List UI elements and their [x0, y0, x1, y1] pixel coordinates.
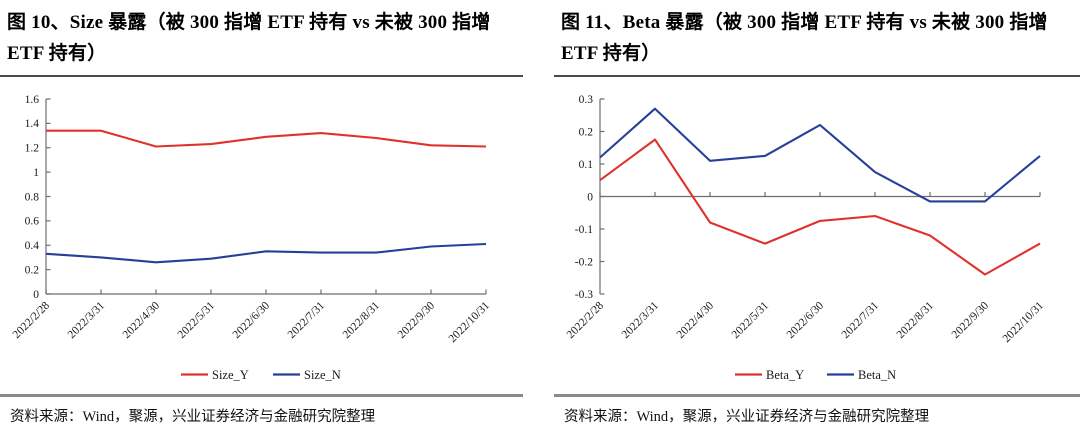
beta-line-chart: -0.3 -0.2 -0.1 0 0.1 0.2 0.3 2022/2/28 2022/3/31…: [565, 94, 1047, 382]
svg-text:0.1: 0.1: [579, 159, 594, 171]
svg-text:2022/6/30: 2022/6/30: [231, 299, 273, 341]
svg-text:2022/2/28: 2022/2/28: [565, 299, 607, 341]
figure-10-title: 图 10、Size 暴露（被 300 指增 ETF 持有 vs 未被 300 指…: [7, 12, 491, 64]
svg-text:0: 0: [587, 191, 593, 203]
svg-text:1.6: 1.6: [25, 94, 40, 106]
source-note: 资料来源：Wind，聚源，兴业证券经济与金融研究院整理: [564, 409, 930, 425]
svg-text:2022/3/31: 2022/3/31: [66, 299, 108, 341]
svg-text:0.3: 0.3: [579, 94, 594, 106]
svg-text:-0.3: -0.3: [575, 289, 593, 301]
size-line-chart: 0 0.2 0.4 0.6 0.8 1 1.2 1.4 1.6 2022/2/28 2022/3/3…: [11, 94, 493, 382]
svg-text:Size_Y: Size_Y: [212, 368, 249, 382]
svg-text:-0.2: -0.2: [575, 256, 593, 268]
svg-text:1: 1: [33, 167, 39, 179]
svg-text:2022/8/31: 2022/8/31: [341, 299, 383, 341]
svg-text:Size_N: Size_N: [304, 368, 341, 382]
beta-chart-area: -0.3 -0.2 -0.1 0 0.1 0.2 0.3 2022/2/28 2022/3/31…: [554, 87, 1080, 392]
svg-text:2022/5/31: 2022/5/31: [176, 299, 218, 341]
source-note: 资料来源：Wind，聚源，兴业证券经济与金融研究院整理: [10, 409, 376, 425]
svg-text:0: 0: [33, 289, 39, 301]
svg-text:2022/5/31: 2022/5/31: [730, 299, 772, 341]
svg-text:1.2: 1.2: [25, 143, 40, 155]
size-chart-area: 0 0.2 0.4 0.6 0.8 1 1.2 1.4 1.6 2022/2/28 2022/3/3…: [0, 87, 523, 392]
svg-text:2022/6/30: 2022/6/30: [785, 299, 827, 341]
svg-text:2022/4/30: 2022/4/30: [121, 299, 163, 341]
title-divider: [554, 75, 1080, 77]
svg-text:0.2: 0.2: [579, 126, 594, 138]
svg-text:2022/7/31: 2022/7/31: [840, 299, 882, 341]
panel-beta-exposure: 图 11、Beta 暴露（被 300 指增 ETF 持有 vs 未被 300 指…: [554, 5, 1080, 426]
svg-text:2022/9/30: 2022/9/30: [950, 299, 992, 341]
svg-text:2022/7/31: 2022/7/31: [286, 299, 328, 341]
panel-size-exposure: 图 10、Size 暴露（被 300 指增 ETF 持有 vs 未被 300 指…: [0, 5, 523, 426]
svg-text:2022/9/30: 2022/9/30: [396, 299, 438, 341]
svg-text:Beta_Y: Beta_Y: [766, 368, 804, 382]
svg-text:0.6: 0.6: [25, 216, 40, 228]
svg-text:Beta_N: Beta_N: [858, 368, 896, 382]
svg-text:2022/3/31: 2022/3/31: [620, 299, 662, 341]
svg-text:-0.1: -0.1: [575, 224, 593, 236]
figure-11-title: 图 11、Beta 暴露（被 300 指增 ETF 持有 vs 未被 300 指…: [561, 12, 1048, 64]
title-divider: [0, 75, 523, 77]
svg-text:2022/2/28: 2022/2/28: [11, 299, 53, 341]
svg-text:0.8: 0.8: [25, 191, 40, 203]
svg-text:2022/10/31: 2022/10/31: [447, 299, 493, 345]
svg-text:2022/10/31: 2022/10/31: [1001, 299, 1047, 345]
svg-text:0.2: 0.2: [25, 264, 40, 276]
svg-text:2022/4/30: 2022/4/30: [675, 299, 717, 341]
svg-text:1.4: 1.4: [25, 118, 40, 130]
svg-text:0.4: 0.4: [25, 240, 40, 252]
svg-text:2022/8/31: 2022/8/31: [895, 299, 937, 341]
footer-divider: [554, 394, 1080, 397]
footer-divider: [0, 394, 523, 397]
